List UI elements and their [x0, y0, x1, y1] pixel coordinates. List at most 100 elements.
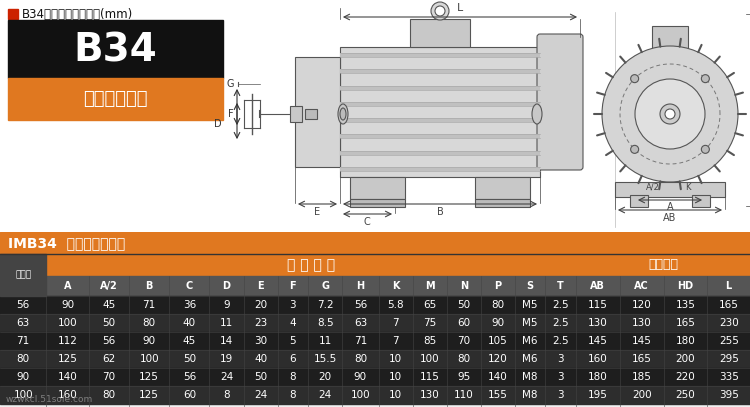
Text: A/2: A/2	[646, 183, 660, 192]
Text: F: F	[228, 109, 234, 119]
Bar	[475, 199, 530, 207]
Text: A/2: A/2	[100, 281, 118, 291]
Text: 10: 10	[389, 390, 402, 400]
Text: 机座号: 机座号	[15, 271, 32, 280]
Text: 56: 56	[102, 336, 116, 346]
Text: 50: 50	[458, 300, 470, 310]
Text: AC: AC	[634, 281, 649, 291]
Text: 130: 130	[420, 390, 440, 400]
Text: 100: 100	[58, 318, 77, 328]
Text: 56: 56	[354, 300, 367, 310]
Text: 外形尺寸: 外形尺寸	[648, 258, 678, 271]
Text: AB: AB	[663, 213, 676, 223]
Text: 60: 60	[183, 390, 196, 400]
Text: 11: 11	[220, 318, 233, 328]
Text: P: P	[494, 281, 502, 291]
Text: S: S	[526, 281, 534, 291]
Bar	[0, 296, 750, 314]
Text: M: M	[425, 281, 434, 291]
Text: 80: 80	[142, 318, 156, 328]
Text: 185: 185	[632, 372, 652, 382]
Text: 140: 140	[58, 372, 77, 382]
Text: 6: 6	[290, 354, 296, 364]
Circle shape	[435, 6, 445, 16]
Bar	[0, 350, 750, 368]
Ellipse shape	[340, 108, 346, 120]
Circle shape	[631, 145, 639, 153]
Text: 180: 180	[588, 372, 608, 382]
Text: 255: 255	[718, 336, 739, 346]
Text: A: A	[667, 202, 674, 212]
Text: 90: 90	[61, 300, 74, 310]
Text: 24: 24	[220, 372, 233, 382]
Text: 20: 20	[254, 300, 267, 310]
Text: 2.5: 2.5	[552, 318, 569, 328]
Text: 5: 5	[290, 336, 296, 346]
Text: 105: 105	[488, 336, 508, 346]
Text: 135: 135	[676, 300, 695, 310]
Text: 4: 4	[290, 318, 296, 328]
Bar	[295, 57, 340, 167]
Text: 295: 295	[718, 354, 739, 364]
Text: 140: 140	[488, 372, 508, 382]
Text: 90: 90	[354, 372, 367, 382]
Text: 45: 45	[102, 300, 116, 310]
Text: 165: 165	[718, 300, 739, 310]
Bar	[340, 85, 540, 90]
Text: T: T	[557, 281, 564, 291]
Text: 115: 115	[420, 372, 440, 382]
Circle shape	[660, 104, 680, 124]
Bar	[340, 167, 540, 171]
Text: 160: 160	[588, 354, 608, 364]
Text: 90: 90	[142, 336, 156, 346]
Bar	[8, 9, 18, 19]
Bar	[0, 254, 750, 276]
Text: 165: 165	[632, 354, 652, 364]
Text: C: C	[186, 281, 193, 291]
Text: 45: 45	[183, 336, 196, 346]
Text: 24: 24	[319, 390, 332, 400]
Bar	[340, 53, 540, 57]
Text: 3: 3	[557, 390, 564, 400]
Text: 10: 10	[389, 372, 402, 382]
Text: 195: 195	[588, 390, 608, 400]
Bar	[0, 314, 750, 332]
Ellipse shape	[532, 104, 542, 124]
Text: 130: 130	[588, 318, 608, 328]
Bar	[350, 199, 405, 207]
Text: 3: 3	[557, 354, 564, 364]
Text: 90: 90	[491, 318, 505, 328]
Text: 8: 8	[224, 390, 230, 400]
Text: 10: 10	[389, 354, 402, 364]
Bar	[615, 182, 725, 197]
Text: 115: 115	[588, 300, 608, 310]
Text: B: B	[436, 207, 443, 217]
Text: 100: 100	[420, 354, 440, 364]
Text: G: G	[226, 79, 234, 89]
Text: 5.8: 5.8	[388, 300, 404, 310]
Text: G: G	[321, 281, 329, 291]
Text: 7: 7	[392, 336, 399, 346]
Text: 75: 75	[423, 318, 436, 328]
Text: F: F	[290, 281, 296, 291]
Text: 145: 145	[632, 336, 652, 346]
Bar	[340, 102, 540, 106]
Text: 80: 80	[16, 354, 30, 364]
Bar	[0, 254, 46, 296]
Text: E: E	[314, 207, 320, 217]
Circle shape	[701, 145, 709, 153]
Bar	[475, 177, 530, 199]
Text: 23: 23	[254, 318, 267, 328]
Text: 180: 180	[676, 336, 695, 346]
Text: 125: 125	[140, 390, 159, 400]
Text: 120: 120	[488, 354, 508, 364]
Text: 7.2: 7.2	[316, 300, 334, 310]
Text: 200: 200	[676, 354, 695, 364]
Bar	[8, 78, 223, 120]
Text: E: E	[257, 281, 264, 291]
Text: 100: 100	[140, 354, 159, 364]
Bar	[340, 134, 540, 138]
Text: 62: 62	[102, 354, 116, 364]
Text: M5: M5	[523, 318, 538, 328]
Text: B34安装及外形尺寸：(mm): B34安装及外形尺寸：(mm)	[22, 7, 134, 20]
